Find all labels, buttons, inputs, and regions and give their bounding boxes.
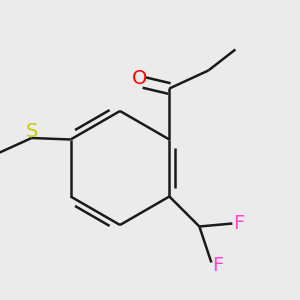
Text: O: O xyxy=(132,69,147,88)
Text: F: F xyxy=(212,256,223,275)
Text: S: S xyxy=(26,122,38,141)
Text: F: F xyxy=(233,214,244,233)
